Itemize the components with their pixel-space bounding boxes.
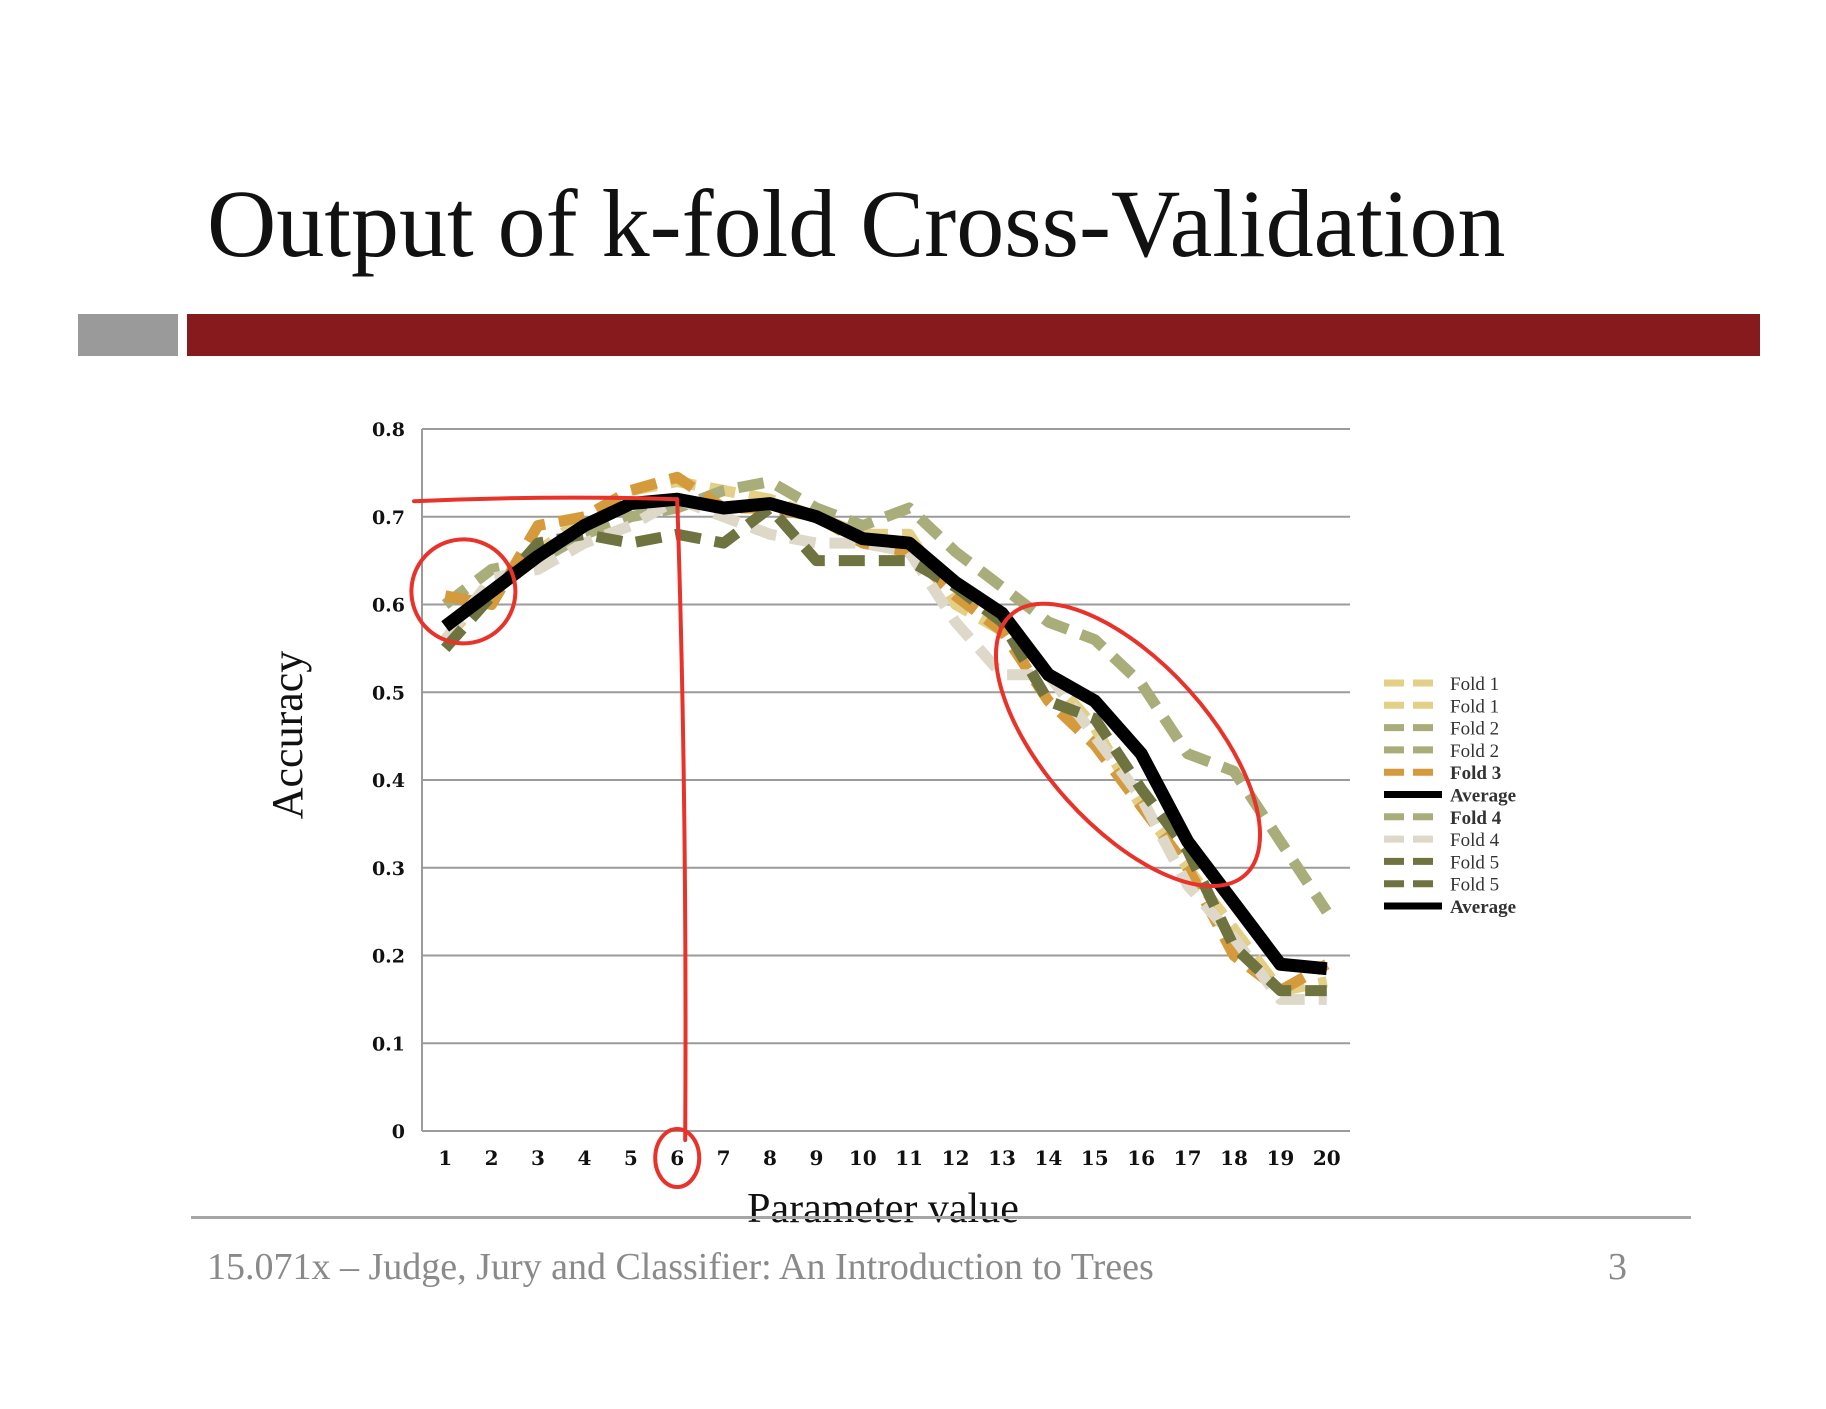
legend-label: Average <box>1450 786 1516 807</box>
series-line-fold-5 <box>441 502 1327 997</box>
x-tick-label: 11 <box>895 1146 923 1170</box>
x-tick-label: 17 <box>1174 1146 1202 1170</box>
y-tick-label: 0.8 <box>372 419 405 441</box>
circled-region-right-annotation <box>993 601 1263 889</box>
series-line-fold-3 <box>444 471 1330 997</box>
series-lines <box>440 471 1332 1005</box>
y-tick-label: 0.3 <box>372 858 405 880</box>
x-tick-label: 18 <box>1220 1146 1248 1170</box>
x-tick-label: 1 <box>438 1146 452 1170</box>
y-tick-label: 0.4 <box>372 770 405 792</box>
slide-title: Output of k-fold Cross-Validation <box>207 170 1506 277</box>
x-tick-label: 13 <box>988 1146 1016 1170</box>
x-tick-label: 6 <box>670 1146 684 1170</box>
peak-horizontal-annotation <box>412 495 680 504</box>
x-tick-label: 12 <box>942 1146 970 1170</box>
y-tick-label: 0.1 <box>372 1033 405 1055</box>
legend-label: Fold 2 <box>1450 719 1499 740</box>
annotations <box>409 495 1263 1189</box>
footer-course-title: 15.071x – Judge, Jury and Classifier: An… <box>207 1246 1154 1288</box>
series-line-fold-4 <box>440 493 1327 1005</box>
legend-label: Fold 5 <box>1450 875 1499 896</box>
title-bar <box>187 314 1760 356</box>
legend-label: Fold 1 <box>1450 696 1499 717</box>
x-tick-label: 3 <box>531 1146 545 1170</box>
series-line-fold-1 <box>441 476 1328 997</box>
legend-label: Fold 2 <box>1450 741 1499 762</box>
tick-labels: 00.10.20.30.40.50.60.70.81 2 3 4 5 6 7 8 9 10 11 12… <box>372 419 1341 1170</box>
x-tick-label: 4 <box>577 1146 591 1170</box>
circled-x-tick-annotation <box>653 1127 702 1189</box>
title-bar-accent <box>78 314 178 356</box>
legend-label: Fold 3 <box>1450 763 1501 784</box>
x-tick-label: 5 <box>624 1146 638 1170</box>
y-tick-label: 0.6 <box>372 595 405 617</box>
x-tick-label: 16 <box>1127 1146 1155 1170</box>
y-tick-label: 0.5 <box>372 682 405 704</box>
y-tick-label: 0.7 <box>372 507 405 529</box>
y-axis-label: Accuracy <box>263 651 312 820</box>
legend-label: Fold 1 <box>1450 674 1499 695</box>
x-tick-label: 15 <box>1081 1146 1109 1170</box>
footer-divider <box>191 1216 1691 1219</box>
x-tick-label: 7 <box>717 1146 731 1170</box>
series-line-fold-2 <box>441 476 1332 915</box>
y-tick-label: 0 <box>392 1121 405 1143</box>
x-axis-label: Parameter value <box>747 1186 1019 1232</box>
y-tick-label: 0.2 <box>372 946 405 968</box>
x-tick-label: 8 <box>763 1146 777 1170</box>
x-tick-label: 10 <box>849 1146 877 1170</box>
x-tick-label: 2 <box>485 1146 499 1170</box>
circled-region-left-annotation <box>409 537 518 646</box>
x-tick-label: 9 <box>809 1146 823 1170</box>
series-line-average <box>441 492 1328 976</box>
x-tick-label: 19 <box>1266 1146 1294 1170</box>
page-number: 3 <box>1608 1246 1627 1288</box>
x-tick-label: 14 <box>1034 1146 1062 1170</box>
peak-vertical-annotation <box>675 497 688 1142</box>
legend-label: Fold 4 <box>1450 830 1500 851</box>
legend-label: Fold 4 <box>1450 808 1502 829</box>
legend-label: Fold 5 <box>1450 852 1499 873</box>
legend-label: Average <box>1450 897 1516 918</box>
x-tick-label: 20 <box>1313 1146 1341 1170</box>
